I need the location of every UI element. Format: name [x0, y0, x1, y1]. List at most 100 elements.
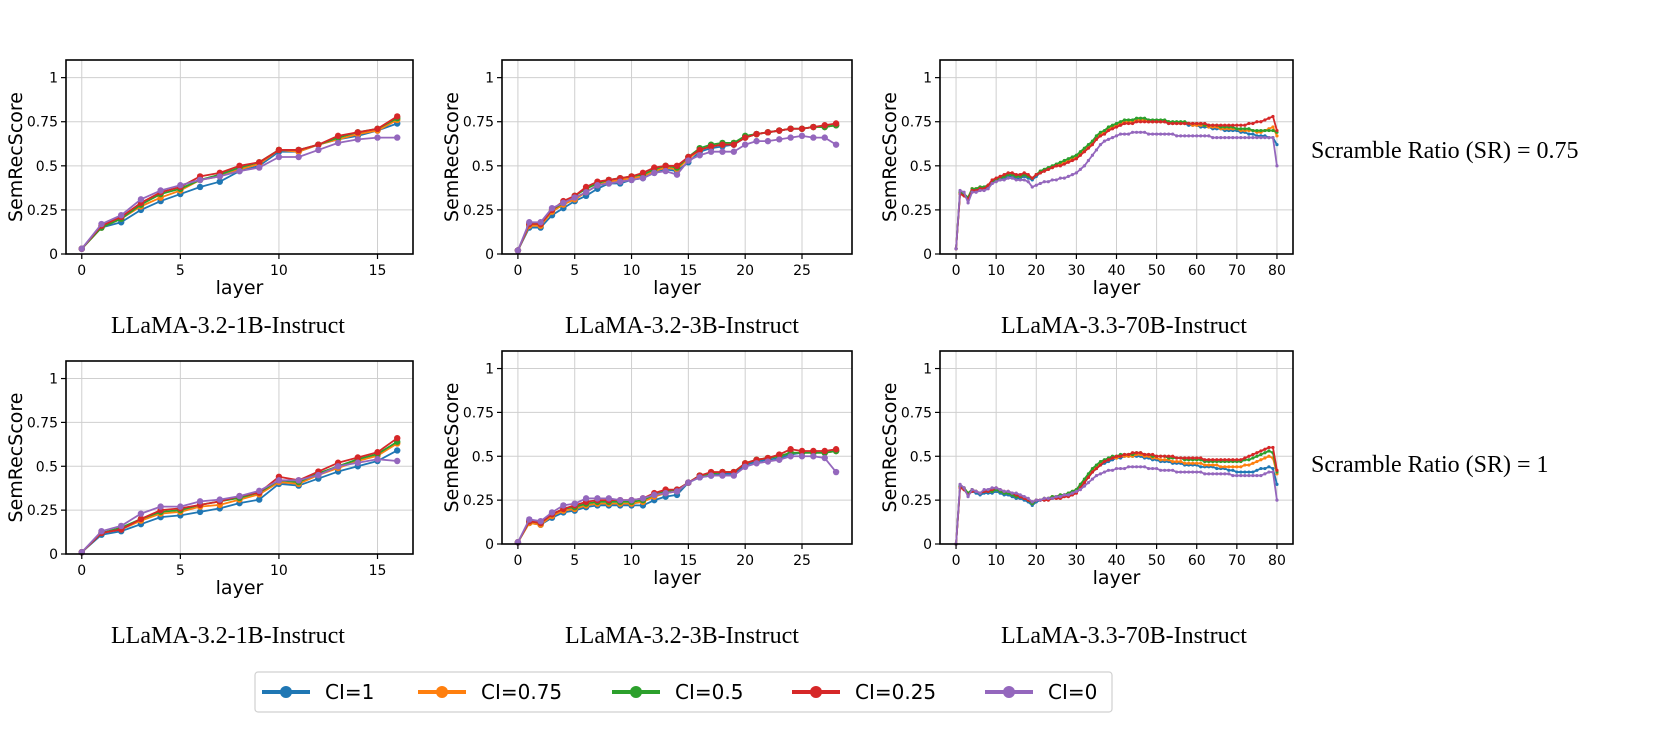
data-point — [696, 152, 703, 159]
data-point — [1167, 468, 1171, 472]
data-point — [1026, 180, 1030, 184]
data-point — [1155, 120, 1159, 124]
data-point — [1227, 465, 1231, 469]
data-point — [1110, 123, 1115, 127]
data-point — [962, 190, 966, 194]
data-point — [1171, 132, 1175, 136]
data-point — [1082, 480, 1087, 485]
data-point — [1134, 130, 1139, 134]
data-point — [1086, 146, 1091, 150]
data-point — [1122, 452, 1127, 457]
data-point — [1195, 121, 1199, 126]
axes-frame — [65, 59, 414, 255]
data-point — [1159, 454, 1163, 458]
series-line-5 — [517, 455, 837, 543]
data-point — [1098, 472, 1103, 476]
data-point — [354, 129, 361, 136]
data-point — [1082, 150, 1087, 154]
data-point — [1263, 447, 1267, 451]
data-point — [1275, 498, 1279, 502]
data-point — [998, 174, 1002, 178]
data-point — [1211, 458, 1215, 462]
data-point — [177, 503, 184, 510]
data-point — [1090, 477, 1095, 481]
data-point — [1263, 456, 1267, 460]
data-point — [639, 169, 647, 177]
data-point — [1167, 132, 1171, 136]
data-point — [157, 187, 164, 194]
x-tick-label: 15 — [369, 563, 387, 579]
data-point — [1187, 461, 1191, 465]
data-point — [764, 458, 772, 465]
data-point — [1263, 118, 1267, 122]
data-point — [1223, 472, 1227, 476]
data-point — [719, 141, 726, 148]
data-point — [1062, 176, 1066, 180]
data-point — [196, 183, 204, 191]
data-point — [374, 134, 381, 141]
y-tick-label: 0.75 — [901, 405, 932, 421]
data-point — [137, 196, 145, 203]
data-point — [1247, 463, 1251, 467]
data-point — [1167, 121, 1171, 126]
data-point — [1243, 123, 1247, 127]
data-point — [1114, 121, 1119, 126]
data-point — [1191, 121, 1195, 126]
data-point — [1082, 484, 1087, 488]
data-point — [798, 447, 806, 455]
data-point — [216, 178, 223, 185]
x-tick-label: 0 — [952, 553, 961, 569]
legend-label-5: CI=0 — [1048, 680, 1097, 704]
x-tick-label: 20 — [1027, 553, 1045, 569]
data-point — [394, 457, 401, 465]
series-line-2 — [81, 119, 398, 250]
data-point — [1062, 158, 1066, 163]
data-point — [1146, 466, 1151, 471]
data-point — [1271, 125, 1275, 129]
data-point — [1203, 121, 1207, 126]
x-tick-label: 20 — [736, 553, 754, 569]
data-point — [1211, 463, 1215, 467]
data-point — [1211, 472, 1215, 476]
data-point — [994, 176, 998, 180]
x-tick-label: 0 — [77, 263, 86, 279]
data-point — [1203, 458, 1207, 462]
data-point — [1215, 458, 1219, 462]
series-line-5 — [517, 134, 837, 251]
x-tick-label: 30 — [1067, 263, 1085, 279]
data-point — [962, 486, 966, 490]
data-point — [1263, 466, 1267, 471]
data-point — [582, 183, 590, 191]
x-tick-label: 15 — [369, 263, 387, 279]
data-point — [1175, 134, 1179, 138]
data-point — [1034, 498, 1038, 502]
data-point — [1191, 470, 1195, 474]
data-point — [1006, 171, 1010, 175]
data-point — [1090, 153, 1095, 157]
data-point — [1094, 473, 1099, 478]
y-axis-label: SemRecScore — [879, 92, 901, 222]
data-point — [1082, 164, 1087, 168]
data-point — [673, 171, 681, 178]
data-point — [1231, 473, 1235, 478]
data-point — [1239, 136, 1243, 140]
data-point — [1002, 178, 1006, 182]
data-point — [1255, 451, 1259, 455]
legend-label-1: CI=1 — [325, 680, 374, 704]
data-point — [986, 183, 990, 187]
data-point — [1271, 114, 1275, 119]
data-point — [787, 134, 794, 141]
data-point — [1114, 125, 1119, 129]
data-point — [1090, 466, 1095, 471]
data-point — [1219, 472, 1223, 476]
x-tick-label: 20 — [1027, 263, 1045, 279]
data-point — [1138, 120, 1143, 124]
data-point — [1102, 470, 1107, 474]
data-point — [1142, 452, 1147, 457]
data-point — [1106, 468, 1111, 472]
y-axis-label: SemRecScore — [5, 393, 27, 523]
data-point — [1227, 136, 1231, 140]
data-point — [1074, 153, 1078, 157]
